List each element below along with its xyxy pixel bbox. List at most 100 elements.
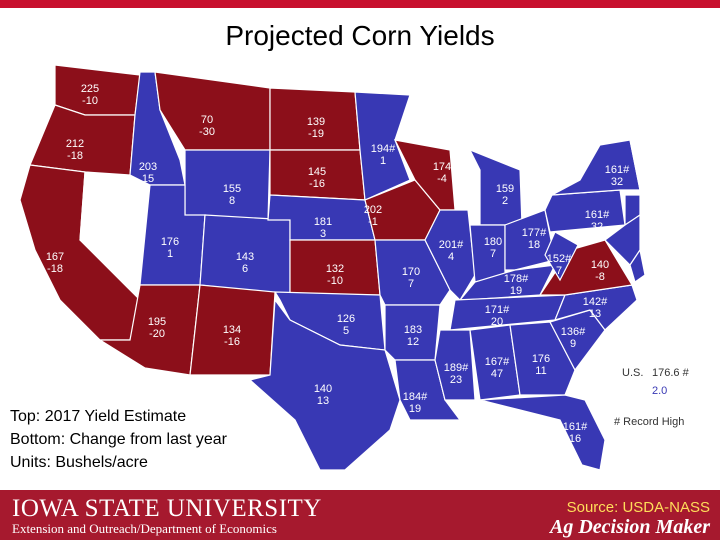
state-bottom-label: 19 [510, 285, 522, 297]
legend-record: # Record High [614, 416, 684, 428]
state-bottom-label: 2 [502, 195, 508, 207]
state-top-label: 202 [364, 204, 382, 216]
state-bottom-label: 20 [649, 270, 661, 282]
state-bottom-label: -18 [67, 150, 83, 162]
state-bottom-label: 16 [569, 433, 581, 445]
state [629, 248, 646, 283]
state-top-label: 178# [504, 273, 529, 285]
state-bottom-label: -18 [47, 263, 63, 275]
state-bottom-label: 11 [535, 365, 546, 377]
state-top-label: 167# [485, 356, 510, 368]
state [434, 329, 476, 401]
state-no-data [629, 79, 706, 191]
state-bottom-label: 23 [450, 374, 462, 386]
state [544, 189, 626, 233]
state-bottom-label: -8 [595, 271, 605, 283]
state-top-label: 134 [223, 324, 241, 336]
state-top-label: 189# [444, 362, 469, 374]
note: Bottom: Change from last year [10, 431, 228, 448]
state-top-label: 176 [532, 353, 550, 365]
state [604, 213, 641, 266]
state-top-label: 167 [46, 251, 64, 263]
state-top-label: 140 [591, 259, 609, 271]
state [504, 209, 556, 271]
state-top-label: 180 [484, 236, 502, 248]
state-top-label: 161# [585, 209, 610, 221]
state [248, 298, 401, 471]
state-top-label: 167# [643, 211, 668, 223]
state-bottom-label: -19 [308, 128, 324, 140]
state-bottom-label: 47 [491, 368, 503, 380]
state-bottom-label: 1 [380, 155, 386, 167]
state-top-label: 174 [433, 161, 451, 173]
state-bottom-label: -10 [82, 95, 98, 107]
legend: U.S. 176.6 # 2.0 # Record High [614, 367, 690, 428]
state-top-label: 161# [563, 421, 588, 433]
state-top-label: 184# [403, 391, 428, 403]
top-bar [0, 0, 720, 8]
state-bottom-label: 20 [491, 316, 503, 328]
state-bottom-label: 7 [556, 265, 562, 277]
state-bottom-label: 32 [611, 176, 623, 188]
state-bottom-label: -4 [437, 173, 447, 185]
state-bottom-label: -30 [199, 126, 215, 138]
state-top-label: 201# [439, 239, 464, 251]
state-top-label: 176 [161, 236, 179, 248]
state-top-label: 143 [236, 251, 254, 263]
state-bottom-label: 6 [242, 263, 248, 275]
state-bottom-label: 4 [448, 251, 454, 263]
legend-us-label: U.S. [622, 367, 643, 379]
state-top-label: 170 [402, 266, 420, 278]
state-top-label: 140 [314, 383, 332, 395]
state-bottom-label: 5 [343, 325, 349, 337]
state-top-label: 194# [371, 143, 396, 155]
state-bottom-label: 7 [408, 278, 414, 290]
state-top-label: 225 [81, 83, 99, 95]
state-bottom-label: 19 [649, 247, 661, 259]
state-bottom-label: 9 [570, 338, 576, 350]
legend-us-change: 2.0 [652, 385, 667, 397]
note: Top: 2017 Yield Estimate [10, 408, 186, 425]
states [19, 64, 706, 471]
state-bottom-label: 1 [167, 248, 173, 260]
state-top-label: 126 [337, 313, 355, 325]
state-top-label: 152# [547, 253, 572, 265]
state-top-label: 203 [139, 161, 157, 173]
state-bottom-label: 18 [528, 239, 540, 251]
state-top-label: 172 [646, 258, 664, 270]
state-top-label: 159 [496, 183, 514, 195]
state-bottom-label: 22 [649, 223, 661, 235]
state-top-label: 139 [307, 116, 325, 128]
state-top-label: 212 [66, 138, 84, 150]
state-top-label: 181 [314, 216, 332, 228]
footer-university: Iowa State University [12, 495, 322, 522]
state-top-label: 132 [326, 263, 344, 275]
state-top-label: 145 [308, 166, 326, 178]
footer-bar [0, 490, 720, 540]
state-top-label: 155 [223, 183, 241, 195]
state-bottom-label: 15 [142, 173, 154, 185]
state [354, 91, 411, 201]
title: Projected Corn Yields [225, 20, 494, 51]
state-bottom-label: 12 [407, 336, 419, 348]
state-bottom-label: -16 [224, 336, 240, 348]
state-top-label: 136# [561, 326, 586, 338]
state [469, 224, 506, 283]
footer-brand: Ag Decision Maker [548, 516, 710, 538]
state-top-label: 171# [485, 304, 510, 316]
state-bottom-label: 7 [490, 248, 496, 260]
state-bottom-label: -16 [309, 178, 325, 190]
state-bottom-label: 3 [320, 228, 326, 240]
state [479, 394, 606, 471]
state-bottom-label: 13 [589, 308, 601, 320]
state-top-label: 183 [404, 324, 422, 336]
notes: Top: 2017 Yield Estimate Bottom: Change … [10, 408, 228, 471]
footer-source: Source: USDA-NASS [567, 499, 710, 516]
legend-us-value: 176.6 # [652, 367, 690, 379]
state-bottom-label: -1 [368, 216, 378, 228]
state-top-label: 195 [148, 316, 166, 328]
state-bottom-label: 32 [591, 221, 603, 233]
